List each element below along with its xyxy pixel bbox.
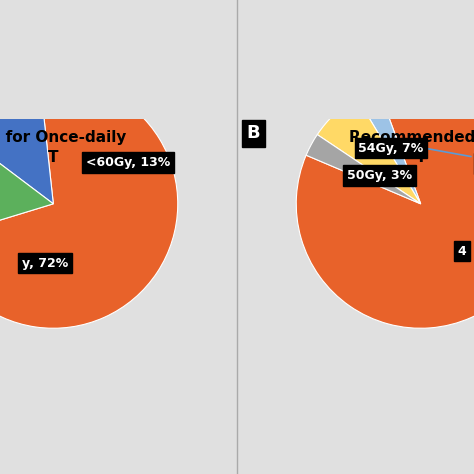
Text: >54Gy, 3: >54Gy, 3 — [394, 143, 474, 170]
Wedge shape — [356, 87, 421, 204]
Wedge shape — [0, 80, 178, 328]
Text: T: T — [415, 151, 426, 165]
Text: se for Once-daily: se for Once-daily — [0, 130, 126, 146]
Wedge shape — [317, 97, 421, 204]
Text: 4: 4 — [458, 245, 466, 258]
Wedge shape — [306, 135, 421, 204]
Wedge shape — [0, 80, 53, 204]
Wedge shape — [0, 129, 53, 240]
Text: B: B — [246, 125, 260, 142]
Text: 54Gy, 7%: 54Gy, 7% — [358, 142, 424, 155]
Text: T: T — [48, 151, 59, 165]
Text: y, 72%: y, 72% — [22, 256, 68, 270]
Wedge shape — [296, 80, 474, 328]
Text: 50Gy, 3%: 50Gy, 3% — [346, 169, 412, 182]
Text: Recommended D: Recommended D — [348, 130, 474, 146]
Text: <60Gy, 13%: <60Gy, 13% — [86, 156, 170, 169]
